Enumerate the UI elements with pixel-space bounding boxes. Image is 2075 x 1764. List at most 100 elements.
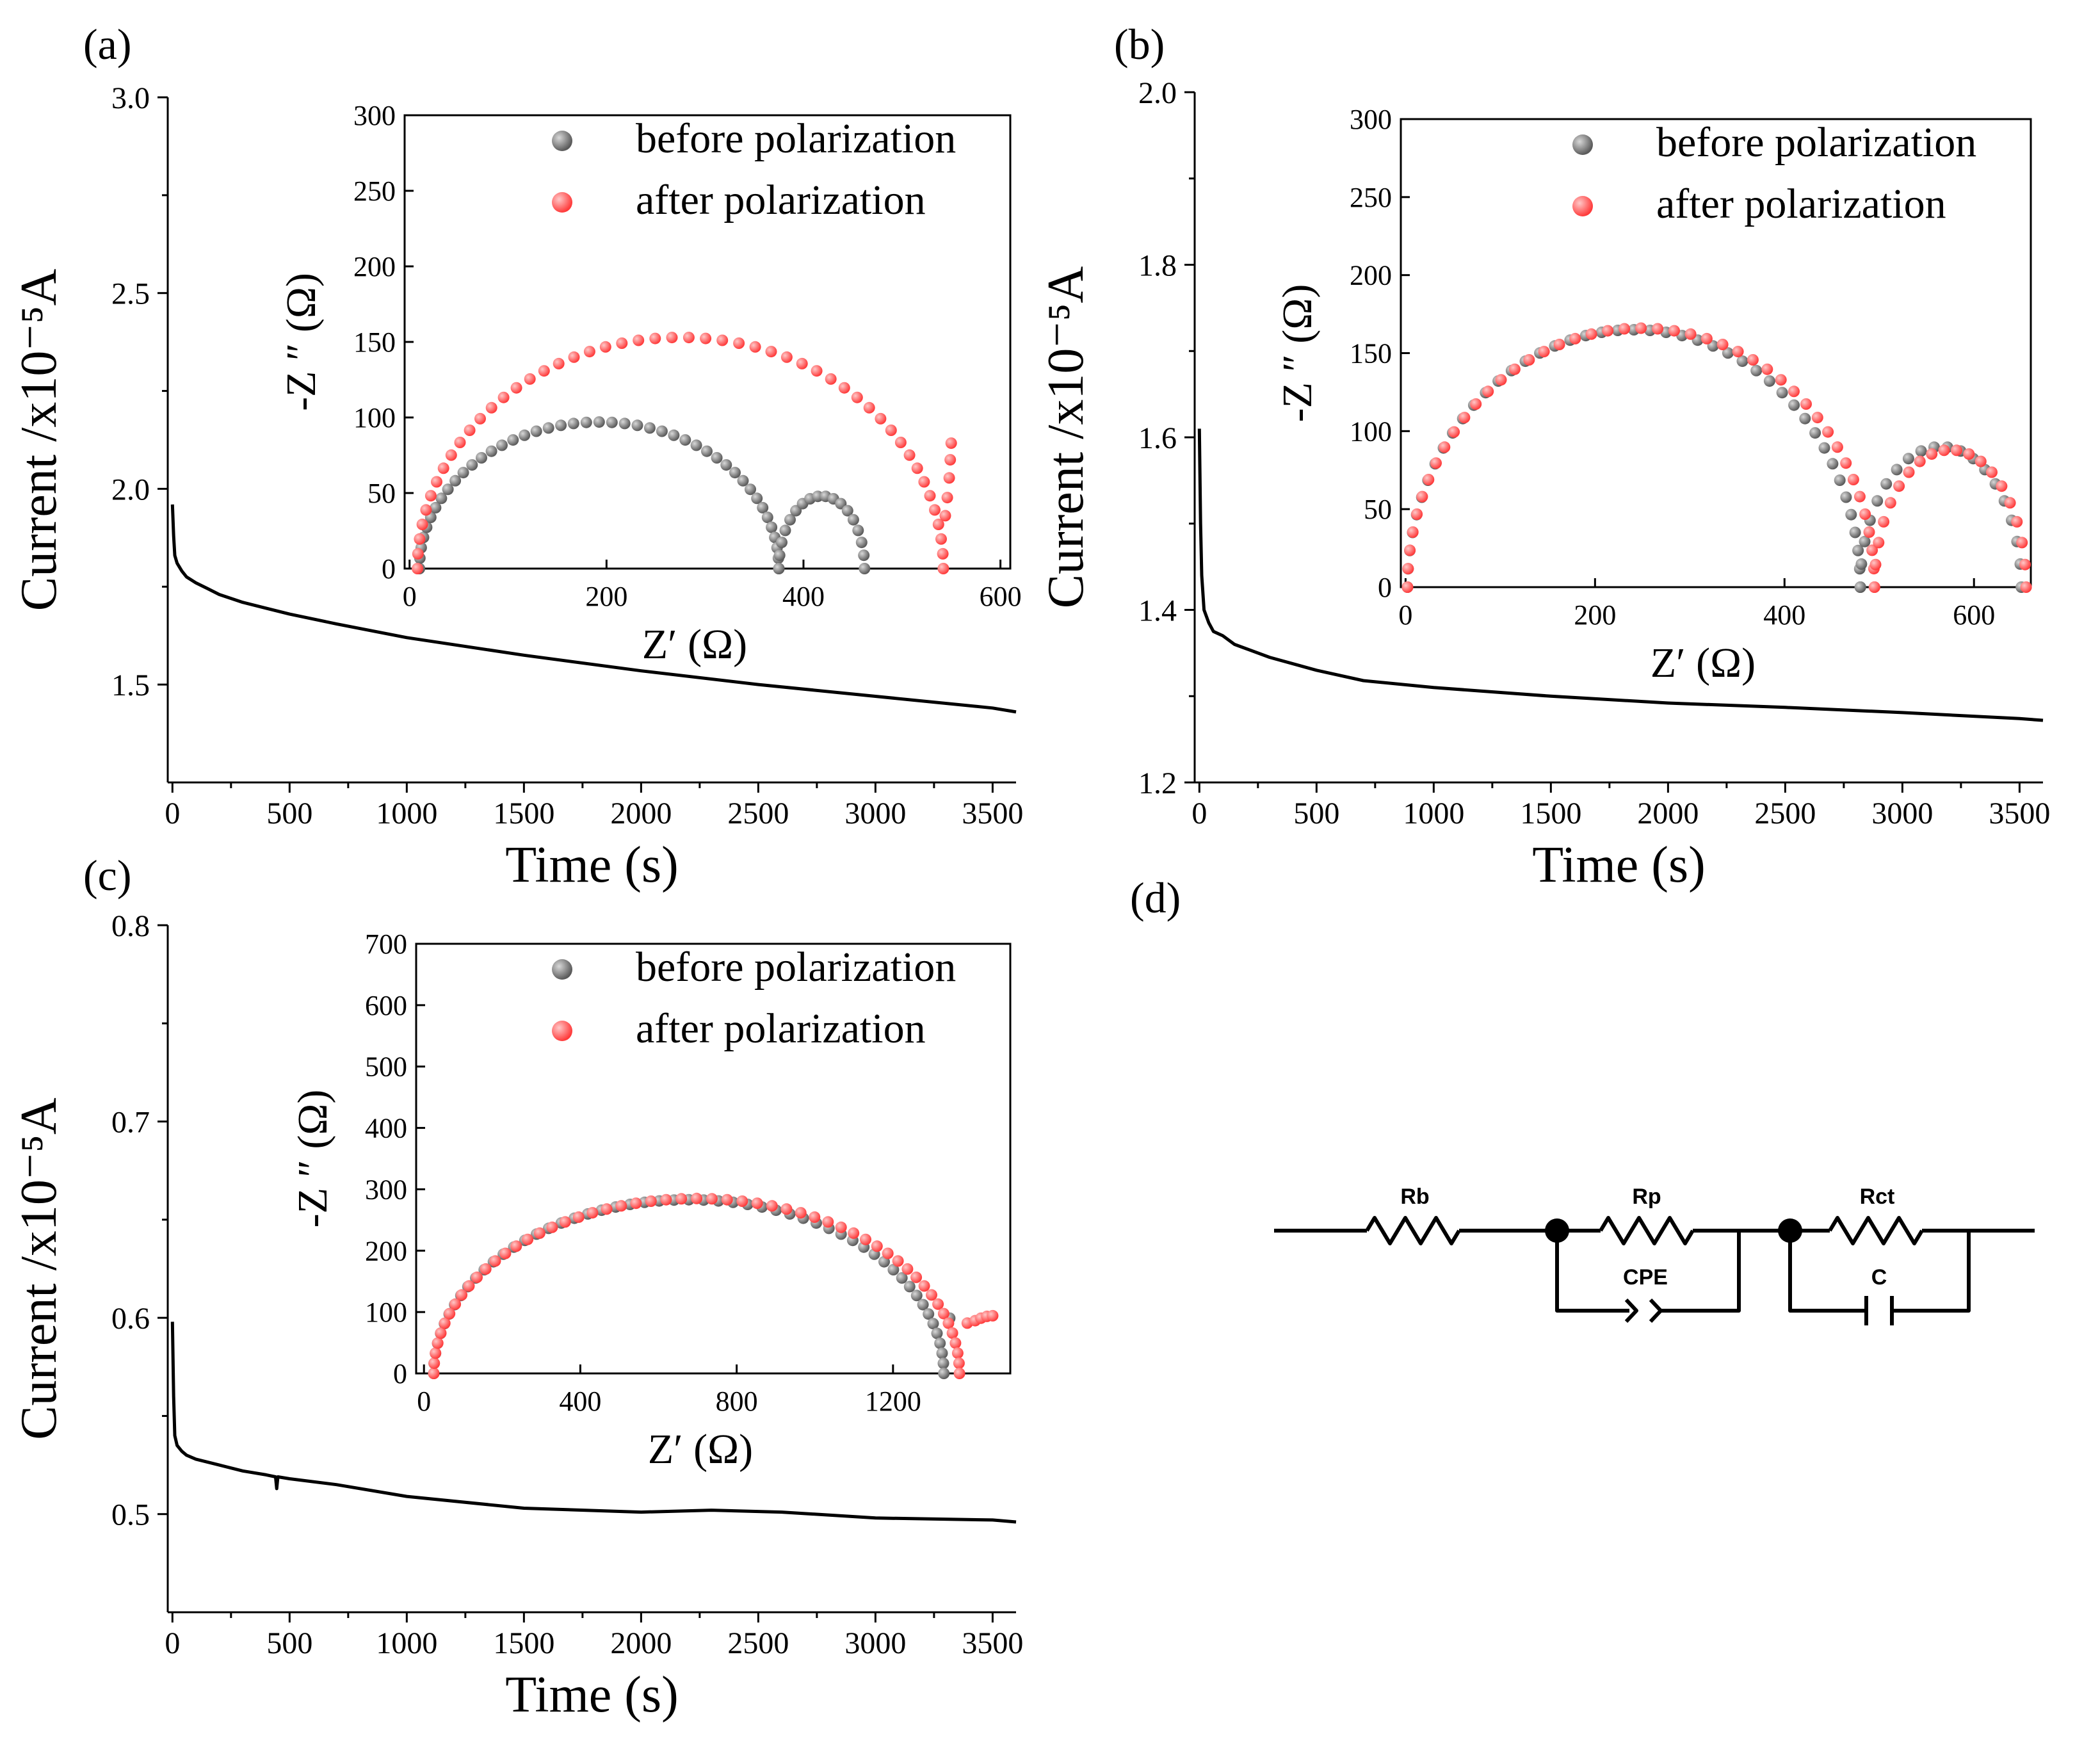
data-point [533,1227,545,1239]
inset-y-tick-label: 300 [353,100,396,131]
x-tick-label: 500 [266,797,312,830]
data-point [825,373,837,385]
x-tick-label: 0 [165,797,180,830]
data-point [428,1368,440,1379]
inset-y-tick-label: 0 [1378,572,1392,603]
data-point [1761,363,1773,375]
data-point [1915,445,1927,457]
data-point [1854,581,1866,593]
inset-x-tick-label: 400 [782,581,825,612]
data-point [555,419,567,432]
data-point [643,422,656,434]
data-point [454,437,466,448]
data-point [435,1327,447,1339]
data-point [412,563,423,574]
wire-cpe-left [1555,1231,1629,1313]
data-point [1585,328,1597,340]
legend-label: before polarization [636,944,956,991]
data-point [946,1327,958,1339]
data-point [485,445,497,457]
data-point [1986,466,1998,478]
data-point [859,563,871,574]
panel-c: (c)0.50.60.70.80 500 1000 1500 2000 2500 3000 3… [11,851,1023,1723]
data-point [445,449,457,461]
data-point [1840,457,1852,469]
data-point [773,549,786,562]
data-point [1495,374,1507,386]
x-tick-label: 3500 [962,797,1023,830]
data-point [476,452,487,464]
inset-x-tick-label: 0 [1398,599,1412,631]
eis-inset: 0 50 100 150 200 250 300 0 200 400 600 Z′ (Ω) -Z ″ (… [278,100,1022,668]
data-point [449,1298,462,1310]
data-point [700,332,712,344]
data-point [848,1227,860,1239]
data-point [496,439,508,451]
data-point [749,341,761,353]
inset-y-tick-label: 250 [1350,182,1392,213]
data-point [776,537,787,549]
data-point [987,1309,999,1322]
data-point [1880,478,1893,490]
data-point [1569,332,1581,344]
data-point [887,1264,900,1275]
legend-marker [1572,196,1593,216]
data-point [1430,457,1442,469]
data-point [538,365,550,377]
x-tick-label: 2000 [1637,797,1699,830]
inset-y-axis-label: -Z ″ (Ω) [1274,284,1321,423]
data-point [1448,426,1460,438]
data-point [796,357,808,369]
after-polarization-series [412,332,957,574]
data-point [706,1193,718,1205]
data-point [1849,526,1861,538]
x-tick-label: 0 [1191,797,1207,830]
data-point [599,341,611,353]
inset-y-tick-label: 150 [353,327,396,358]
data-point [618,417,631,430]
data-point [923,1308,935,1320]
data-point [838,382,850,394]
data-point [463,1280,475,1292]
inset-x-tick-label: 200 [585,581,627,612]
data-point [1963,448,1975,460]
data-point [593,416,605,428]
data-point [716,334,729,346]
data-point [935,533,947,545]
data-point [927,1318,939,1330]
data-point [471,1271,483,1283]
data-point [412,547,424,560]
inset-y-tick-label: 100 [353,402,396,433]
data-point [943,472,955,484]
inset-x-tick-label: 600 [980,581,1022,612]
x-axis-label: Time (s) [505,837,678,893]
y-tick-label: 3.0 [111,81,150,115]
x-tick-label: 2000 [610,797,672,830]
data-point [766,1200,778,1212]
data-point [464,425,476,436]
inset-y-tick-label: 700 [365,928,407,960]
x-axis-label: Time (s) [1532,837,1705,893]
x-tick-label: 3500 [1989,797,2050,830]
data-point [2011,515,2023,528]
data-point [2016,537,2028,549]
data-point [586,1207,599,1219]
data-point [1884,497,1896,509]
data-point [489,1255,501,1267]
inset-y-tick-label: 0 [382,553,396,585]
data-point [1722,347,1734,359]
y-tick-label: 1.5 [111,668,150,702]
data-point [1750,364,1763,376]
cpe-right-plate [1649,1298,1663,1323]
data-point [737,474,749,487]
legend-label: after polarization [636,177,926,223]
data-point [630,1197,642,1210]
inset-x-tick-label: 200 [1574,599,1616,631]
before-polarization-series [414,416,871,574]
data-point [430,1347,442,1359]
data-point [894,437,907,448]
data-point [1747,354,1759,366]
data-point [442,483,454,496]
data-point [1523,354,1535,366]
data-point [1903,466,1915,478]
